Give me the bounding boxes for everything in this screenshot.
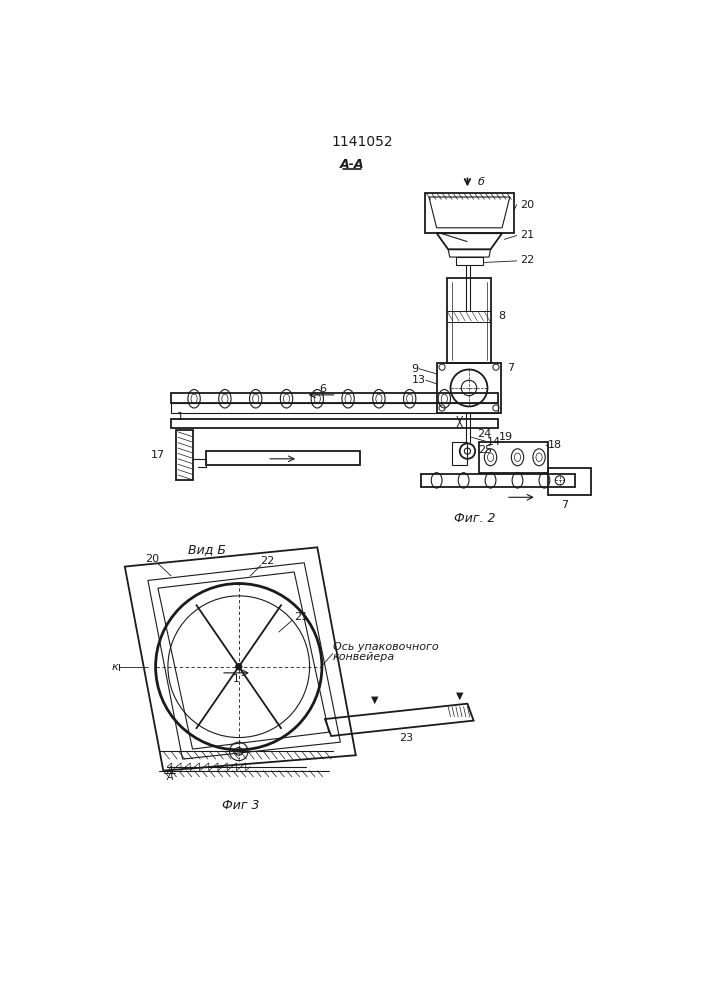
Text: 17: 17 — [151, 450, 165, 460]
Bar — [452, 442, 467, 465]
Circle shape — [235, 664, 242, 670]
Bar — [549, 468, 590, 495]
Text: 1141052: 1141052 — [332, 135, 394, 149]
Text: 7: 7 — [561, 500, 568, 510]
Text: 21: 21 — [294, 612, 308, 622]
Text: 14: 14 — [486, 437, 501, 447]
Text: A: A — [166, 772, 173, 782]
Text: 6: 6 — [319, 384, 326, 394]
Text: ▼: ▼ — [371, 695, 379, 705]
Bar — [171, 419, 498, 428]
Text: 22: 22 — [260, 556, 274, 566]
Bar — [447, 278, 491, 363]
Text: конвейера: конвейера — [333, 652, 395, 662]
Text: 18: 18 — [549, 440, 562, 450]
Text: 20: 20 — [145, 554, 159, 564]
Bar — [479, 442, 549, 473]
Bar — [425, 193, 514, 233]
Text: 21: 21 — [520, 231, 534, 240]
Text: ▼: ▼ — [456, 691, 464, 701]
Text: 20: 20 — [520, 200, 534, 210]
Text: Фиг 3: Фиг 3 — [221, 799, 259, 812]
Text: Ось упаковочного: Ось упаковочного — [333, 642, 438, 652]
Text: 24: 24 — [477, 429, 491, 439]
Bar — [421, 474, 575, 487]
Text: 13: 13 — [412, 375, 426, 385]
Bar — [206, 451, 360, 465]
Text: к: к — [112, 662, 118, 672]
Text: Фиг. 2: Фиг. 2 — [455, 512, 496, 525]
Text: б: б — [477, 177, 484, 187]
Text: 9: 9 — [411, 364, 419, 374]
Bar — [176, 430, 193, 480]
Text: 22: 22 — [520, 255, 534, 265]
Text: A-A: A-A — [339, 158, 364, 171]
Text: 1: 1 — [233, 674, 240, 684]
Text: 7: 7 — [508, 363, 515, 373]
Text: 1: 1 — [177, 412, 184, 422]
Bar — [438, 363, 501, 413]
Text: 8: 8 — [498, 311, 506, 321]
Bar — [171, 393, 498, 403]
Text: 19: 19 — [499, 432, 513, 442]
Bar — [171, 403, 498, 413]
Text: Вид Б: Вид Б — [188, 543, 226, 556]
Text: 25: 25 — [478, 445, 492, 455]
Text: A: A — [166, 766, 173, 776]
Text: 23: 23 — [399, 733, 413, 743]
